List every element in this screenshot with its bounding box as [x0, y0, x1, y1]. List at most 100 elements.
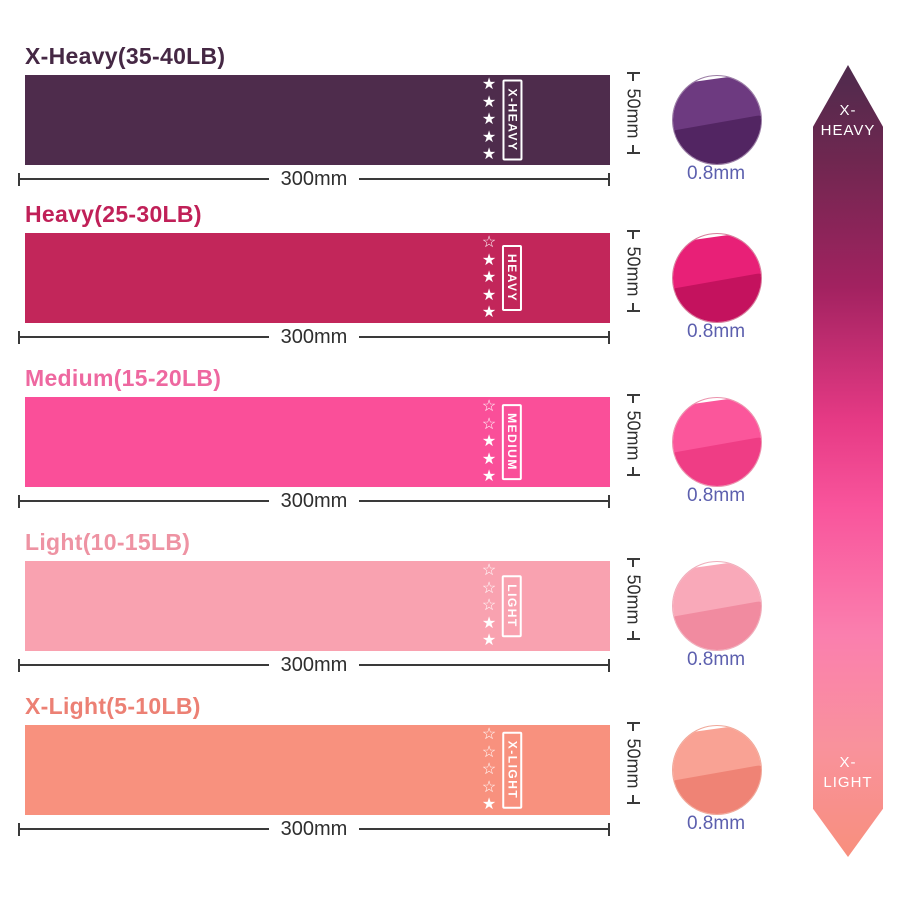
dimension-line	[632, 145, 634, 152]
dimension-line	[20, 664, 269, 666]
dimension-tick	[626, 474, 640, 476]
width-dimension: 300mm	[18, 653, 611, 677]
band-label: MEDIUM	[502, 404, 523, 480]
band-label: X-HEAVY	[502, 79, 523, 161]
dimension-tick	[608, 822, 611, 836]
width-dimension-label: 300mm	[280, 653, 348, 676]
folded-band-photo	[672, 725, 762, 815]
band-row-light: Light(10-15LB) ☆ ☆ ☆ ★ ★ LIGHT 300mm 50m…	[0, 529, 900, 724]
dimension-line	[632, 631, 634, 638]
star-rating: ☆ ☆ ★ ★ ★	[481, 398, 497, 486]
band-label-box: LIGHT	[499, 561, 525, 651]
band-label-box: HEAVY	[499, 233, 525, 323]
arrow-top-label: X- HEAVY	[820, 102, 876, 139]
band-title: Heavy(25-30LB)	[25, 201, 202, 227]
dimension-tick	[626, 802, 640, 804]
dimension-line	[359, 664, 609, 666]
dimension-tick	[608, 658, 611, 672]
resistance-band-medium: ☆ ☆ ★ ★ ★ MEDIUM	[25, 397, 610, 487]
band-title: X-Heavy(35-40LB)	[25, 43, 226, 69]
width-dimension-label: 300mm	[280, 325, 348, 348]
height-dimension: 50mm	[618, 72, 648, 168]
dimension-tick	[626, 72, 640, 74]
star-rating: ☆ ☆ ☆ ☆ ★	[481, 726, 497, 814]
dimension-line	[632, 467, 634, 474]
band-title: X-Light(5-10LB)	[25, 693, 201, 719]
height-dimension: 50mm	[618, 230, 648, 326]
folded-band-photo	[672, 397, 762, 487]
band-label: LIGHT	[502, 575, 522, 637]
dimension-tick	[18, 658, 20, 672]
dimension-tick	[626, 230, 640, 232]
star-rating: ☆ ★ ★ ★ ★	[481, 234, 497, 322]
dimension-tick	[18, 330, 20, 344]
dimension-tick	[626, 394, 640, 396]
band-label-box: MEDIUM	[499, 397, 525, 487]
dimension-line	[359, 178, 609, 180]
thickness-label: 0.8mm	[686, 321, 746, 342]
thickness-label: 0.8mm	[686, 485, 746, 506]
dimension-tick	[18, 494, 20, 508]
thickness-label: 0.8mm	[686, 813, 746, 834]
height-dimension-label: 50mm	[623, 737, 644, 789]
dimension-line	[632, 795, 634, 802]
band-row-x-heavy: X-Heavy(35-40LB) ★ ★ ★ ★ ★ X-HEAVY 300mm…	[0, 43, 900, 238]
dimension-line	[20, 178, 269, 180]
width-dimension-label: 300mm	[280, 489, 348, 512]
dimension-tick	[608, 172, 611, 186]
dimension-tick	[608, 330, 611, 344]
height-dimension: 50mm	[618, 722, 648, 818]
band-title: Light(10-15LB)	[25, 529, 191, 555]
dimension-tick	[626, 722, 640, 724]
thickness-label: 0.8mm	[686, 163, 746, 184]
dimension-tick	[18, 822, 20, 836]
dimension-line	[20, 828, 269, 830]
band-row-medium: Medium(15-20LB) ☆ ☆ ★ ★ ★ MEDIUM 300mm 5…	[0, 365, 900, 560]
height-dimension-label: 50mm	[623, 409, 644, 461]
resistance-band-light: ☆ ☆ ☆ ★ ★ LIGHT	[25, 561, 610, 651]
dimension-tick	[626, 310, 640, 312]
width-dimension: 300mm	[18, 325, 611, 349]
star-rating: ☆ ☆ ☆ ★ ★	[481, 562, 497, 650]
dimension-line	[632, 74, 634, 81]
folded-band-photo	[672, 561, 762, 651]
height-dimension-label: 50mm	[623, 245, 644, 297]
star-rating: ★ ★ ★ ★ ★	[481, 76, 497, 164]
band-label: HEAVY	[502, 245, 523, 311]
band-label: X-LIGHT	[502, 731, 522, 809]
dimension-line	[632, 396, 634, 403]
height-dimension: 50mm	[618, 394, 648, 490]
dimension-line	[359, 336, 609, 338]
height-dimension-label: 50mm	[623, 87, 644, 139]
dimension-tick	[608, 494, 611, 508]
dimension-line	[632, 303, 634, 310]
dimension-tick	[626, 638, 640, 640]
dimension-tick	[626, 558, 640, 560]
resistance-band-x-light: ☆ ☆ ☆ ☆ ★ X-LIGHT	[25, 725, 610, 815]
width-dimension: 300mm	[18, 489, 611, 513]
width-dimension: 300mm	[18, 167, 611, 191]
dimension-line	[632, 560, 634, 567]
dimension-tick	[626, 152, 640, 154]
resistance-band-x-heavy: ★ ★ ★ ★ ★ X-HEAVY	[25, 75, 610, 165]
dimension-line	[20, 336, 269, 338]
width-dimension-label: 300mm	[280, 817, 348, 840]
resistance-gradient-arrow: X- HEAVY X- LIGHT	[813, 65, 883, 857]
dimension-line	[632, 232, 634, 239]
folded-band-photo	[672, 75, 762, 165]
thickness-label: 0.8mm	[686, 649, 746, 670]
dimension-tick	[18, 172, 20, 186]
height-dimension: 50mm	[618, 558, 648, 654]
dimension-line	[359, 828, 609, 830]
arrow-bottom-label: X- LIGHT	[823, 754, 873, 791]
band-label-box: X-HEAVY	[499, 75, 525, 165]
height-dimension-label: 50mm	[623, 573, 644, 625]
band-title: Medium(15-20LB)	[25, 365, 222, 391]
width-dimension: 300mm	[18, 817, 611, 841]
band-label-box: X-LIGHT	[499, 725, 525, 815]
band-row-x-light: X-Light(5-10LB) ☆ ☆ ☆ ☆ ★ X-LIGHT 300mm …	[0, 693, 900, 888]
dimension-line	[632, 724, 634, 731]
resistance-band-heavy: ☆ ★ ★ ★ ★ HEAVY	[25, 233, 610, 323]
band-row-heavy: Heavy(25-30LB) ☆ ★ ★ ★ ★ HEAVY 300mm 50m…	[0, 201, 900, 396]
